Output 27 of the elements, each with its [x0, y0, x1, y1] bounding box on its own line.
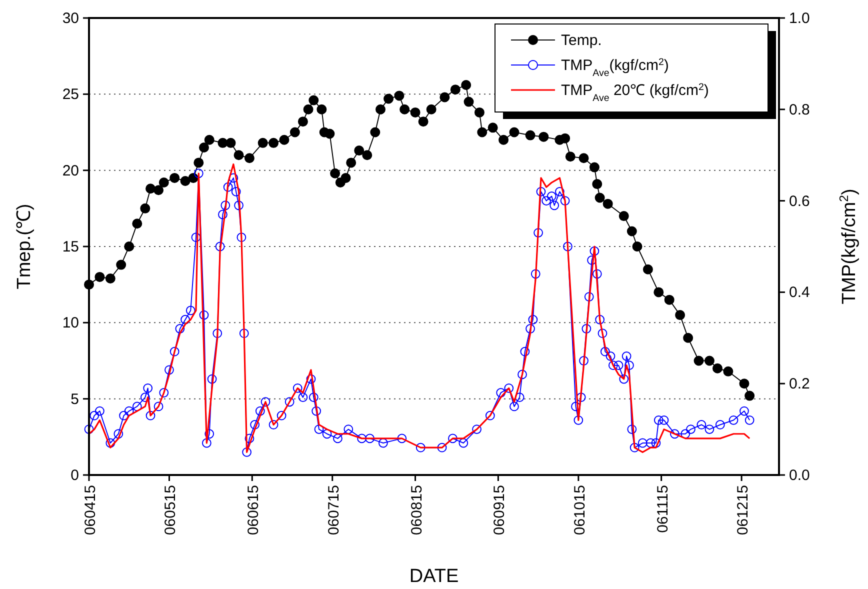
x-tick-label: 061015 [571, 485, 588, 536]
x-tick-label: 060515 [162, 485, 180, 536]
legend-label: TMP$_{Ave}$(kgf/cm$^{2}$) [561, 56, 669, 78]
y-tick-label: 25 [62, 86, 79, 104]
y-tick-label: 5 [70, 390, 79, 408]
y2-tick-label: 0.6 [789, 192, 810, 210]
x-tick-label: 061115 [654, 485, 672, 533]
y-tick-label: 20 [62, 162, 79, 180]
y-tick-label: 30 [62, 10, 79, 27]
x-tick-label: 060915 [491, 485, 508, 536]
x-tick-label: 060415 [82, 485, 99, 536]
legend-label: TMP$_{Ave}$ 20℃ (kgf/cm$^{2}$) [561, 82, 709, 104]
x-tick-label: 060715 [325, 485, 342, 536]
y-tick-label: 15 [62, 238, 79, 256]
y-tick-label: 10 [62, 314, 79, 332]
y2-tick-label: 0.2 [789, 376, 810, 393]
y2-tick-label: 0.0 [789, 467, 810, 484]
y2-tick-label: 0.8 [789, 101, 810, 118]
y2-tick-label: 1.0 [789, 10, 810, 27]
x-tick-label: 060615 [245, 485, 262, 536]
x-tick-label: 061215 [734, 485, 752, 536]
x-axis-title: DATE [409, 566, 459, 587]
y-axis-title: Tmep.(℃) [14, 204, 35, 290]
x-tick-label: 060815 [408, 485, 426, 536]
legend-label: Temp. [561, 32, 602, 49]
y-tick-label: 0 [70, 467, 79, 484]
y2-tick-label: 0.4 [789, 284, 810, 302]
